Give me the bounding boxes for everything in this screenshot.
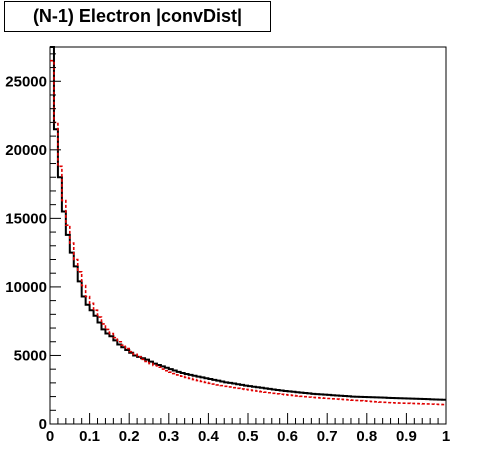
- x-tick-label: 0.1: [79, 428, 100, 445]
- x-tick-label: 0.2: [119, 428, 140, 445]
- x-tick-label: 0.8: [356, 428, 377, 445]
- plot-frame: [49, 46, 447, 425]
- x-tick-label: 0.6: [277, 428, 298, 445]
- x-tick-label: 0.5: [238, 428, 259, 445]
- y-tick-label: 10000: [5, 279, 47, 296]
- x-tick-label: 0: [46, 428, 54, 445]
- x-tick-label: 0.7: [317, 428, 338, 445]
- histogram-series: [50, 46, 446, 406]
- y-tick-label: 25000: [5, 73, 47, 90]
- x-tick-label: 1: [442, 428, 450, 445]
- x-tick-label: 0.4: [198, 428, 220, 445]
- axes: 0 0.1 0.2 0.3 0.4 0.5 0.6 0.7 0.8 0.9 1 0 5000 10000 1…: [5, 53, 450, 445]
- y-tick-label: 0: [39, 416, 47, 433]
- y-tick-label: 20000: [5, 142, 47, 159]
- x-tick-label: 0.3: [158, 428, 179, 445]
- y-tick-label: 5000: [14, 347, 47, 364]
- x-tick-label: 0.9: [396, 428, 417, 445]
- series-dashed-1: [50, 59, 446, 406]
- chart-title: (N-1) Electron |convDist|: [4, 1, 271, 32]
- y-tick-label: 15000: [5, 210, 47, 227]
